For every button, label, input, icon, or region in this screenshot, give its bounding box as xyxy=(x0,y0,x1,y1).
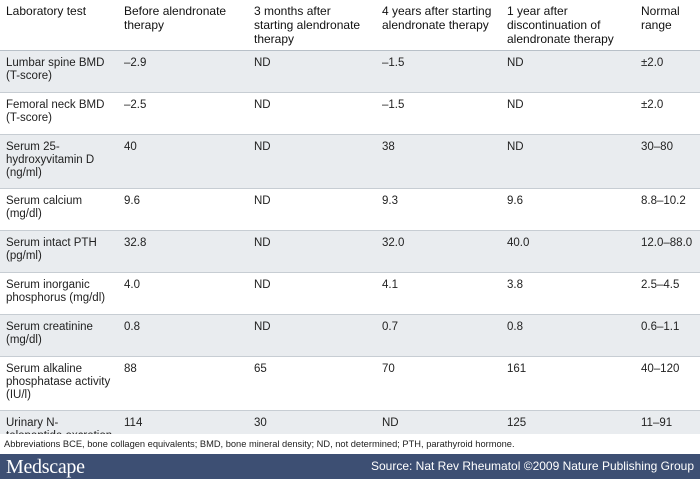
test-name-cell: Serum inorganic phosphorus (mg/dl) xyxy=(0,272,118,315)
header-cell: 3 months after starting alendronate ther… xyxy=(248,0,376,51)
header-cell: Normal range xyxy=(635,0,700,51)
value-cell: –2.5 xyxy=(118,92,248,135)
test-name-cell: Serum alkaline phosphatase activity (IU/… xyxy=(0,356,118,411)
value-cell: 40–120 xyxy=(635,356,700,411)
value-cell: 3.8 xyxy=(501,272,635,315)
value-cell: 70 xyxy=(376,356,501,411)
table-row: Serum calcium (mg/dl) 9.6 ND 9.3 9.6 8.8… xyxy=(0,188,700,231)
value-cell: ND xyxy=(501,92,635,135)
value-cell: ND xyxy=(248,230,376,273)
value-cell: ND xyxy=(501,50,635,93)
value-cell: 30–80 xyxy=(635,134,700,189)
header-cell: 4 years after starting alendronate thera… xyxy=(376,0,501,51)
value-cell: 32.8 xyxy=(118,230,248,273)
value-cell: 4.0 xyxy=(118,272,248,315)
table-row: Serum 25-hydroxyvitamin D (ng/ml) 40 ND … xyxy=(0,134,700,189)
value-cell: –1.5 xyxy=(376,92,501,135)
value-cell: 0.7 xyxy=(376,314,501,357)
table-row: Serum inorganic phosphorus (mg/dl) 4.0 N… xyxy=(0,272,700,315)
value-cell: –1.5 xyxy=(376,50,501,93)
source-credit: Source: Nat Rev Rheumatol ©2009 Nature P… xyxy=(370,459,694,473)
test-name-cell: Serum calcium (mg/dl) xyxy=(0,188,118,231)
value-cell: ND xyxy=(248,188,376,231)
value-cell: ±2.0 xyxy=(635,92,700,135)
value-cell: 9.3 xyxy=(376,188,501,231)
value-cell: 40 xyxy=(118,134,248,189)
value-cell: 40.0 xyxy=(501,230,635,273)
test-name-cell: Serum 25-hydroxyvitamin D (ng/ml) xyxy=(0,134,118,189)
value-cell: ND xyxy=(248,92,376,135)
value-cell: 0.8 xyxy=(501,314,635,357)
medscape-logo: Medscape xyxy=(6,456,85,478)
value-cell: 0.8 xyxy=(118,314,248,357)
test-name-cell: Serum creatinine (mg/dl) xyxy=(0,314,118,357)
value-cell: 0.6–1.1 xyxy=(635,314,700,357)
value-cell: ND xyxy=(248,50,376,93)
value-cell: 8.8–10.2 xyxy=(635,188,700,231)
test-name-cell: Femoral neck BMD (T-score) xyxy=(0,92,118,135)
value-cell: 4.1 xyxy=(376,272,501,315)
value-cell: 12.0–88.0 xyxy=(635,230,700,273)
table-row: Femoral neck BMD (T-score) –2.5 ND –1.5 … xyxy=(0,92,700,135)
value-cell: ND xyxy=(248,134,376,189)
table-row: Serum intact PTH (pg/ml) 32.8 ND 32.0 40… xyxy=(0,230,700,273)
abbreviations-note: Abbreviations BCE, bone collagen equival… xyxy=(0,434,700,454)
header-cell: Before alendronate therapy xyxy=(118,0,248,51)
value-cell: 9.6 xyxy=(501,188,635,231)
table-row: Serum creatinine (mg/dl) 0.8 ND 0.7 0.8 … xyxy=(0,314,700,357)
test-name-cell: Serum intact PTH (pg/ml) xyxy=(0,230,118,273)
table-row: Serum alkaline phosphatase activity (IU/… xyxy=(0,356,700,411)
value-cell: ND xyxy=(248,272,376,315)
value-cell: 38 xyxy=(376,134,501,189)
value-cell: ±2.0 xyxy=(635,50,700,93)
value-cell: 2.5–4.5 xyxy=(635,272,700,315)
value-cell: ND xyxy=(501,134,635,189)
value-cell: 32.0 xyxy=(376,230,501,273)
footer-bar: Medscape Source: Nat Rev Rheumatol ©2009… xyxy=(0,454,700,479)
header-cell: Laboratory test xyxy=(0,0,118,51)
value-cell: 65 xyxy=(248,356,376,411)
value-cell: –2.9 xyxy=(118,50,248,93)
value-cell: 88 xyxy=(118,356,248,411)
table-row: Lumbar spine BMD (T-score) –2.9 ND –1.5 … xyxy=(0,50,700,93)
header-cell: 1 year after discontinuation of alendron… xyxy=(501,0,635,51)
table-header-row: Laboratory test Before alendronate thera… xyxy=(0,0,700,51)
value-cell: ND xyxy=(248,314,376,357)
test-name-cell: Lumbar spine BMD (T-score) xyxy=(0,50,118,93)
value-cell: 9.6 xyxy=(118,188,248,231)
value-cell: 161 xyxy=(501,356,635,411)
